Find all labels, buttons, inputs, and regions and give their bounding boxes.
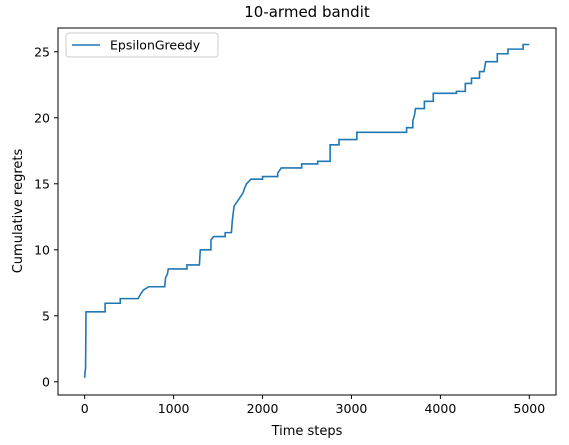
y-tick-label: 5	[42, 308, 50, 323]
x-tick-label: 4000	[424, 401, 456, 416]
x-axis: 0 1000 2000 3000 4000 5000	[81, 395, 545, 416]
x-axis-label: Time steps	[271, 424, 343, 439]
legend-box	[65, 32, 219, 58]
y-tick-label: 15	[34, 176, 50, 191]
axes-frame	[57, 27, 557, 396]
y-tick-label: 20	[34, 110, 50, 125]
x-tick-label: 0	[81, 401, 89, 416]
x-tick-label: 3000	[336, 401, 368, 416]
legend-label: EpsilonGreedy	[110, 38, 201, 53]
y-tick-label: 25	[34, 44, 50, 59]
plot-area	[83, 43, 530, 378]
x-tick-label: 1000	[158, 401, 190, 416]
series-line-0	[83, 43, 530, 378]
y-axis: 0 5 10 15 20 25	[34, 44, 58, 389]
x-tick-label: 2000	[247, 401, 279, 416]
chart-title: 10-armed bandit	[244, 3, 370, 21]
y-axis-label: Cumulative regrets	[11, 148, 26, 273]
legend: EpsilonGreedy	[65, 32, 219, 58]
y-tick-label: 10	[34, 242, 50, 257]
x-tick-label: 5000	[513, 401, 545, 416]
y-tick-label: 0	[42, 374, 50, 389]
